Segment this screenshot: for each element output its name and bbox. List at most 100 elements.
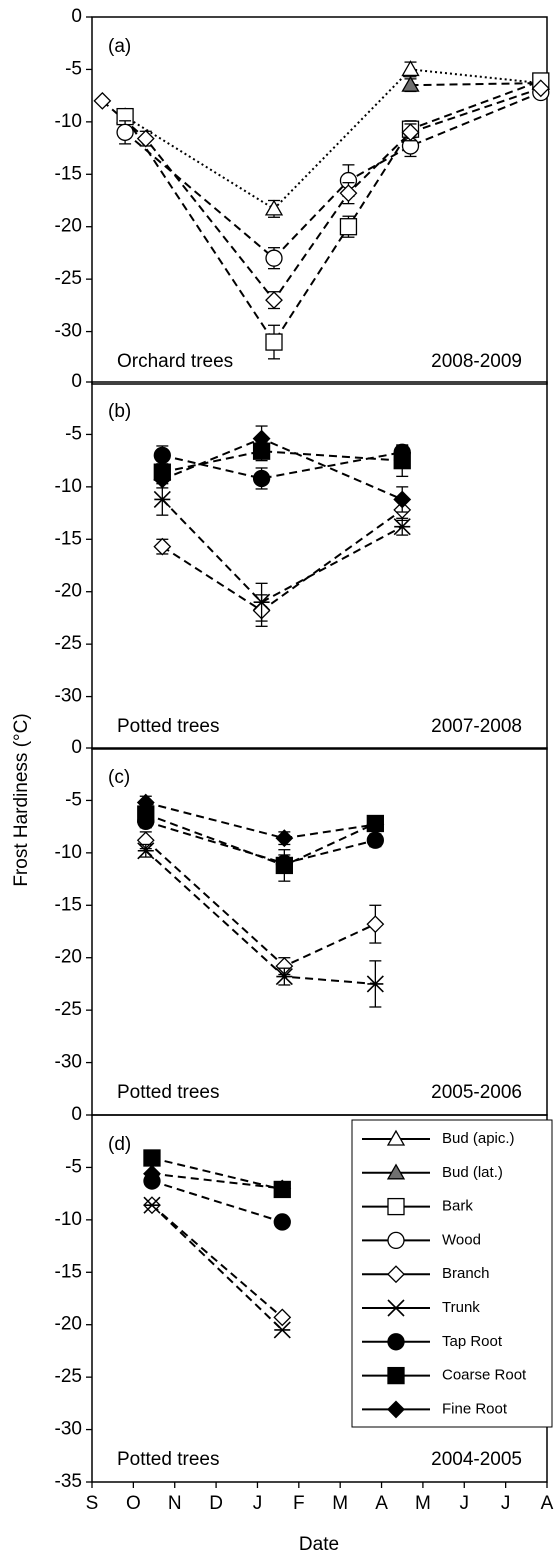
y-tick-label: 0 [71, 1104, 82, 1125]
marker-shape [265, 333, 283, 351]
legend-label: Branch [442, 1265, 490, 1282]
marker-shape [136, 793, 155, 812]
marker-shape [273, 1213, 291, 1231]
annotation: 2007-2008 [431, 716, 522, 737]
marker-shape [366, 915, 385, 934]
marker [143, 1196, 161, 1214]
marker [387, 1400, 405, 1419]
marker-shape [116, 123, 134, 141]
marker-shape [264, 199, 284, 216]
y-tick-label: -15 [55, 894, 82, 915]
marker-shape [387, 1265, 405, 1284]
marker-shape [401, 123, 420, 142]
marker-shape [265, 249, 283, 267]
marker [366, 975, 384, 993]
legend-label: Tap Root [442, 1333, 503, 1350]
marker [387, 1333, 405, 1351]
annotation: Potted trees [117, 1082, 219, 1103]
series-line [145, 801, 376, 840]
y-tick-label: -20 [55, 216, 82, 237]
series-line [124, 80, 542, 344]
legend-label: Bud (apic.) [442, 1130, 515, 1147]
marker [143, 1149, 161, 1167]
x-tick-label: O [126, 1493, 141, 1514]
series-line [410, 82, 541, 87]
y-tick-label: -30 [55, 1419, 82, 1440]
marker [339, 218, 358, 236]
marker [339, 184, 358, 203]
y-axis-label: Frost Hardiness (°C) [11, 713, 32, 886]
legend-label: Bark [442, 1198, 473, 1215]
x-tick-label: F [293, 1493, 305, 1514]
panel-label: (c) [108, 767, 130, 788]
annotation: Orchard trees [117, 351, 233, 372]
marker [153, 537, 172, 556]
marker [366, 831, 384, 849]
marker-shape [393, 490, 412, 509]
marker [153, 446, 171, 465]
marker [137, 842, 155, 860]
annotation: Potted trees [117, 716, 219, 737]
legend-label: Fine Root [442, 1400, 508, 1417]
series-line [151, 1204, 283, 1319]
marker [387, 1231, 405, 1250]
y-tick-label: -5 [65, 58, 82, 79]
marker-shape [275, 829, 294, 848]
marker [153, 490, 171, 509]
marker-shape [386, 1163, 406, 1180]
marker [93, 91, 112, 110]
x-tick-label: A [375, 1493, 388, 1514]
y-tick-label: 0 [71, 737, 82, 758]
series-line [124, 91, 542, 260]
annotation: 2004-2005 [431, 1449, 522, 1470]
marker-shape [366, 831, 384, 849]
marker-shape [153, 446, 171, 465]
annotation: 2008-2009 [431, 351, 522, 372]
y-tick-label: -5 [65, 789, 82, 810]
marker-shape [339, 184, 358, 203]
marker-shape [252, 429, 271, 448]
marker [116, 123, 134, 141]
x-tick-label: M [332, 1493, 348, 1514]
marker [393, 490, 412, 509]
legend-label: Trunk [442, 1299, 480, 1316]
marker-shape [401, 60, 420, 77]
series-line [161, 498, 403, 604]
series-line [151, 1180, 283, 1223]
marker [143, 1164, 161, 1183]
x-tick-label: M [415, 1493, 431, 1514]
panel-frame [91, 381, 548, 750]
marker-shape [386, 1129, 406, 1146]
marker-shape [273, 1179, 292, 1198]
marker [275, 829, 294, 848]
marker [386, 1129, 406, 1146]
marker-shape [401, 75, 420, 92]
marker-shape [387, 1333, 405, 1351]
series-line [161, 437, 403, 501]
series-line [162, 451, 403, 480]
marker [252, 469, 271, 488]
y-tick-label: -15 [55, 1261, 82, 1282]
marker-shape [136, 129, 155, 148]
x-axis-label: Date [299, 1534, 339, 1555]
marker [136, 793, 155, 812]
y-tick-label: -20 [55, 1314, 82, 1335]
marker [273, 1213, 291, 1231]
y-tick-label: -30 [55, 1052, 82, 1073]
y-tick-label: -10 [55, 476, 82, 497]
y-tick-label: -15 [55, 163, 82, 184]
marker [275, 856, 293, 875]
panel-frame [91, 747, 548, 1116]
marker [393, 518, 411, 536]
y-tick-label: -20 [55, 581, 82, 602]
marker-shape [153, 470, 172, 489]
marker [386, 1163, 406, 1180]
marker-shape [143, 1149, 161, 1167]
y-tick-label: -5 [65, 423, 82, 444]
legend-label: Coarse Root [442, 1367, 527, 1384]
x-tick-label: D [209, 1493, 223, 1514]
annotation: 2005-2006 [431, 1082, 522, 1103]
marker-shape [387, 1400, 405, 1419]
x-tick-label: J [501, 1493, 511, 1514]
series-line [145, 839, 376, 968]
